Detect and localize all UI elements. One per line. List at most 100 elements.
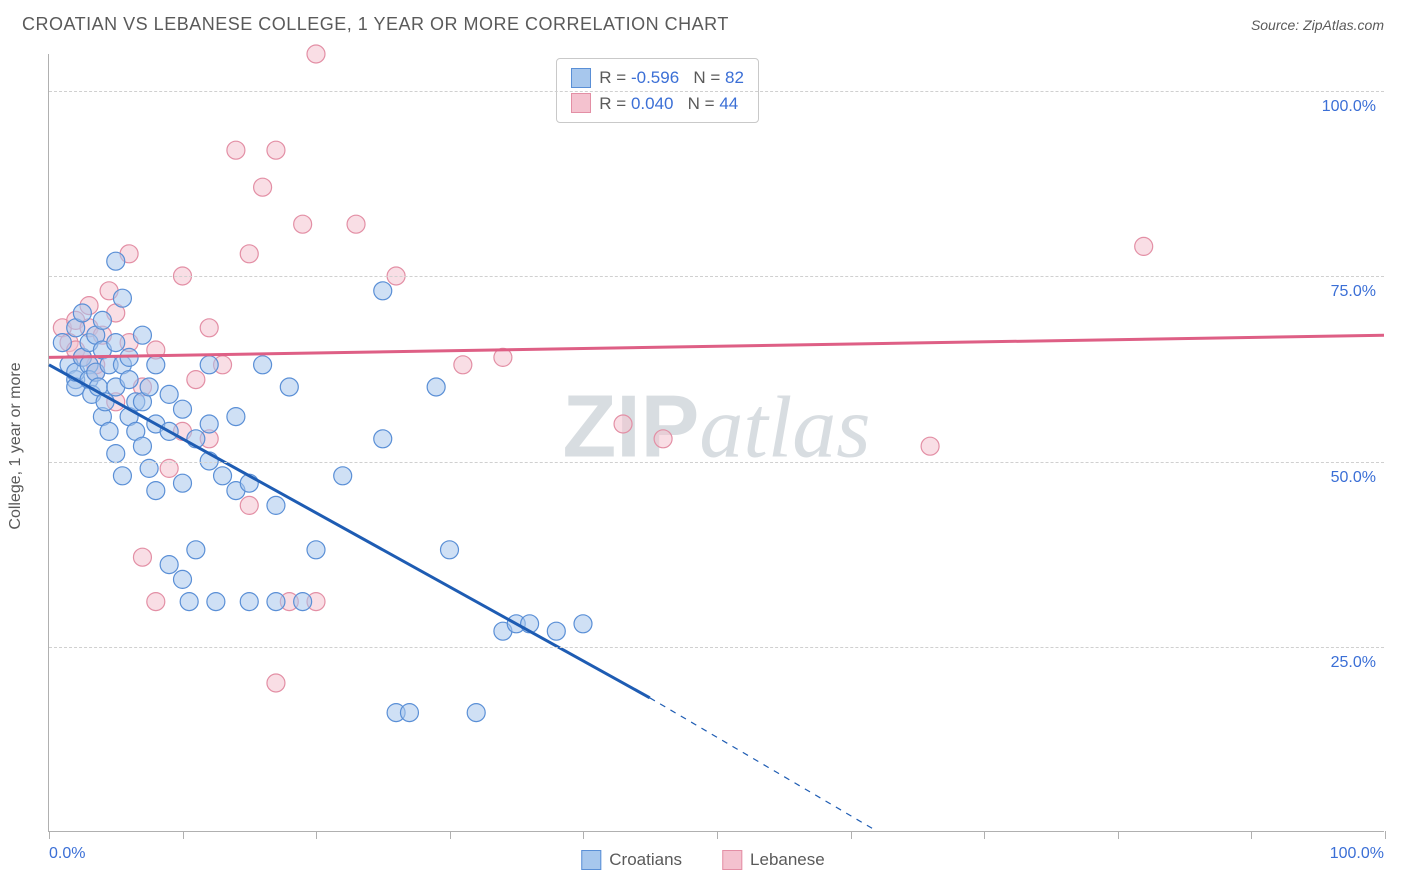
point-croatians [174, 570, 192, 588]
point-croatians [280, 378, 298, 396]
x-tick [1118, 831, 1119, 839]
stats-text: R = 0.040 N = 44 [599, 91, 738, 117]
chart-title: CROATIAN VS LEBANESE COLLEGE, 1 YEAR OR … [22, 14, 729, 35]
x-tick [1251, 831, 1252, 839]
y-axis-title: College, 1 year or more [7, 362, 25, 529]
x-label-left: 0.0% [49, 845, 85, 863]
point-croatians [267, 496, 285, 514]
x-tick [984, 831, 985, 839]
point-croatians [374, 430, 392, 448]
point-croatians [427, 378, 445, 396]
point-croatians [174, 400, 192, 418]
point-lebanese [307, 45, 325, 63]
point-croatians [547, 622, 565, 640]
point-croatians [107, 334, 125, 352]
point-croatians [147, 482, 165, 500]
swatch-icon [581, 850, 601, 870]
point-croatians [214, 467, 232, 485]
point-lebanese [267, 674, 285, 692]
point-croatians [160, 556, 178, 574]
stats-row: R = 0.040 N = 44 [571, 91, 744, 117]
gridline [49, 276, 1384, 277]
point-croatians [133, 326, 151, 344]
point-croatians [174, 474, 192, 492]
legend-label: Lebanese [750, 850, 825, 870]
point-croatians [374, 282, 392, 300]
y-tick-label: 25.0% [1331, 654, 1376, 672]
point-lebanese [347, 215, 365, 233]
point-lebanese [454, 356, 472, 374]
point-lebanese [187, 371, 205, 389]
x-tick [583, 831, 584, 839]
point-lebanese [614, 415, 632, 433]
point-croatians [93, 311, 111, 329]
point-lebanese [240, 245, 258, 263]
x-label-right: 100.0% [1330, 845, 1384, 863]
x-tick [1385, 831, 1386, 839]
point-croatians [227, 408, 245, 426]
point-croatians [73, 304, 91, 322]
point-lebanese [294, 215, 312, 233]
point-lebanese [147, 593, 165, 611]
gridline [49, 647, 1384, 648]
point-lebanese [254, 178, 272, 196]
point-croatians [441, 541, 459, 559]
swatch-icon [722, 850, 742, 870]
gridline [49, 91, 1384, 92]
point-lebanese [200, 319, 218, 337]
point-croatians [180, 593, 198, 611]
point-lebanese [921, 437, 939, 455]
swatch-icon [571, 68, 591, 88]
x-tick [450, 831, 451, 839]
point-croatians [147, 356, 165, 374]
point-croatians [294, 593, 312, 611]
point-croatians [200, 356, 218, 374]
scatter-plot [49, 54, 1384, 831]
point-croatians [107, 252, 125, 270]
point-croatians [53, 334, 71, 352]
point-croatians [113, 289, 131, 307]
gridline [49, 462, 1384, 463]
point-croatians [140, 378, 158, 396]
y-tick-label: 100.0% [1322, 98, 1376, 116]
point-croatians [107, 445, 125, 463]
trendline-croatians [49, 365, 650, 698]
point-croatians [187, 541, 205, 559]
trendline-lebanese [49, 335, 1384, 357]
point-croatians [334, 467, 352, 485]
x-tick [49, 831, 50, 839]
point-croatians [113, 467, 131, 485]
point-croatians [307, 541, 325, 559]
legend-item: Lebanese [722, 850, 825, 870]
point-croatians [254, 356, 272, 374]
x-tick [717, 831, 718, 839]
point-lebanese [1135, 237, 1153, 255]
bottom-legend: Croatians Lebanese [581, 850, 824, 870]
point-croatians [100, 422, 118, 440]
x-tick [851, 831, 852, 839]
point-croatians [574, 615, 592, 633]
swatch-icon [571, 93, 591, 113]
trendline-dashed [650, 698, 877, 831]
legend-label: Croatians [609, 850, 682, 870]
point-lebanese [654, 430, 672, 448]
point-croatians [240, 593, 258, 611]
legend-item: Croatians [581, 850, 682, 870]
point-lebanese [133, 548, 151, 566]
point-croatians [160, 385, 178, 403]
stats-row: R = -0.596 N = 82 [571, 65, 744, 91]
point-croatians [120, 371, 138, 389]
point-lebanese [240, 496, 258, 514]
point-lebanese [227, 141, 245, 159]
point-croatians [467, 704, 485, 722]
chart-area: ZIPatlas R = -0.596 N = 82R = 0.040 N = … [48, 54, 1384, 832]
point-croatians [207, 593, 225, 611]
x-tick [316, 831, 317, 839]
y-tick-label: 50.0% [1331, 469, 1376, 487]
y-tick-label: 75.0% [1331, 283, 1376, 301]
stats-text: R = -0.596 N = 82 [599, 65, 744, 91]
point-croatians [400, 704, 418, 722]
point-croatians [200, 415, 218, 433]
point-croatians [267, 593, 285, 611]
point-croatians [133, 437, 151, 455]
